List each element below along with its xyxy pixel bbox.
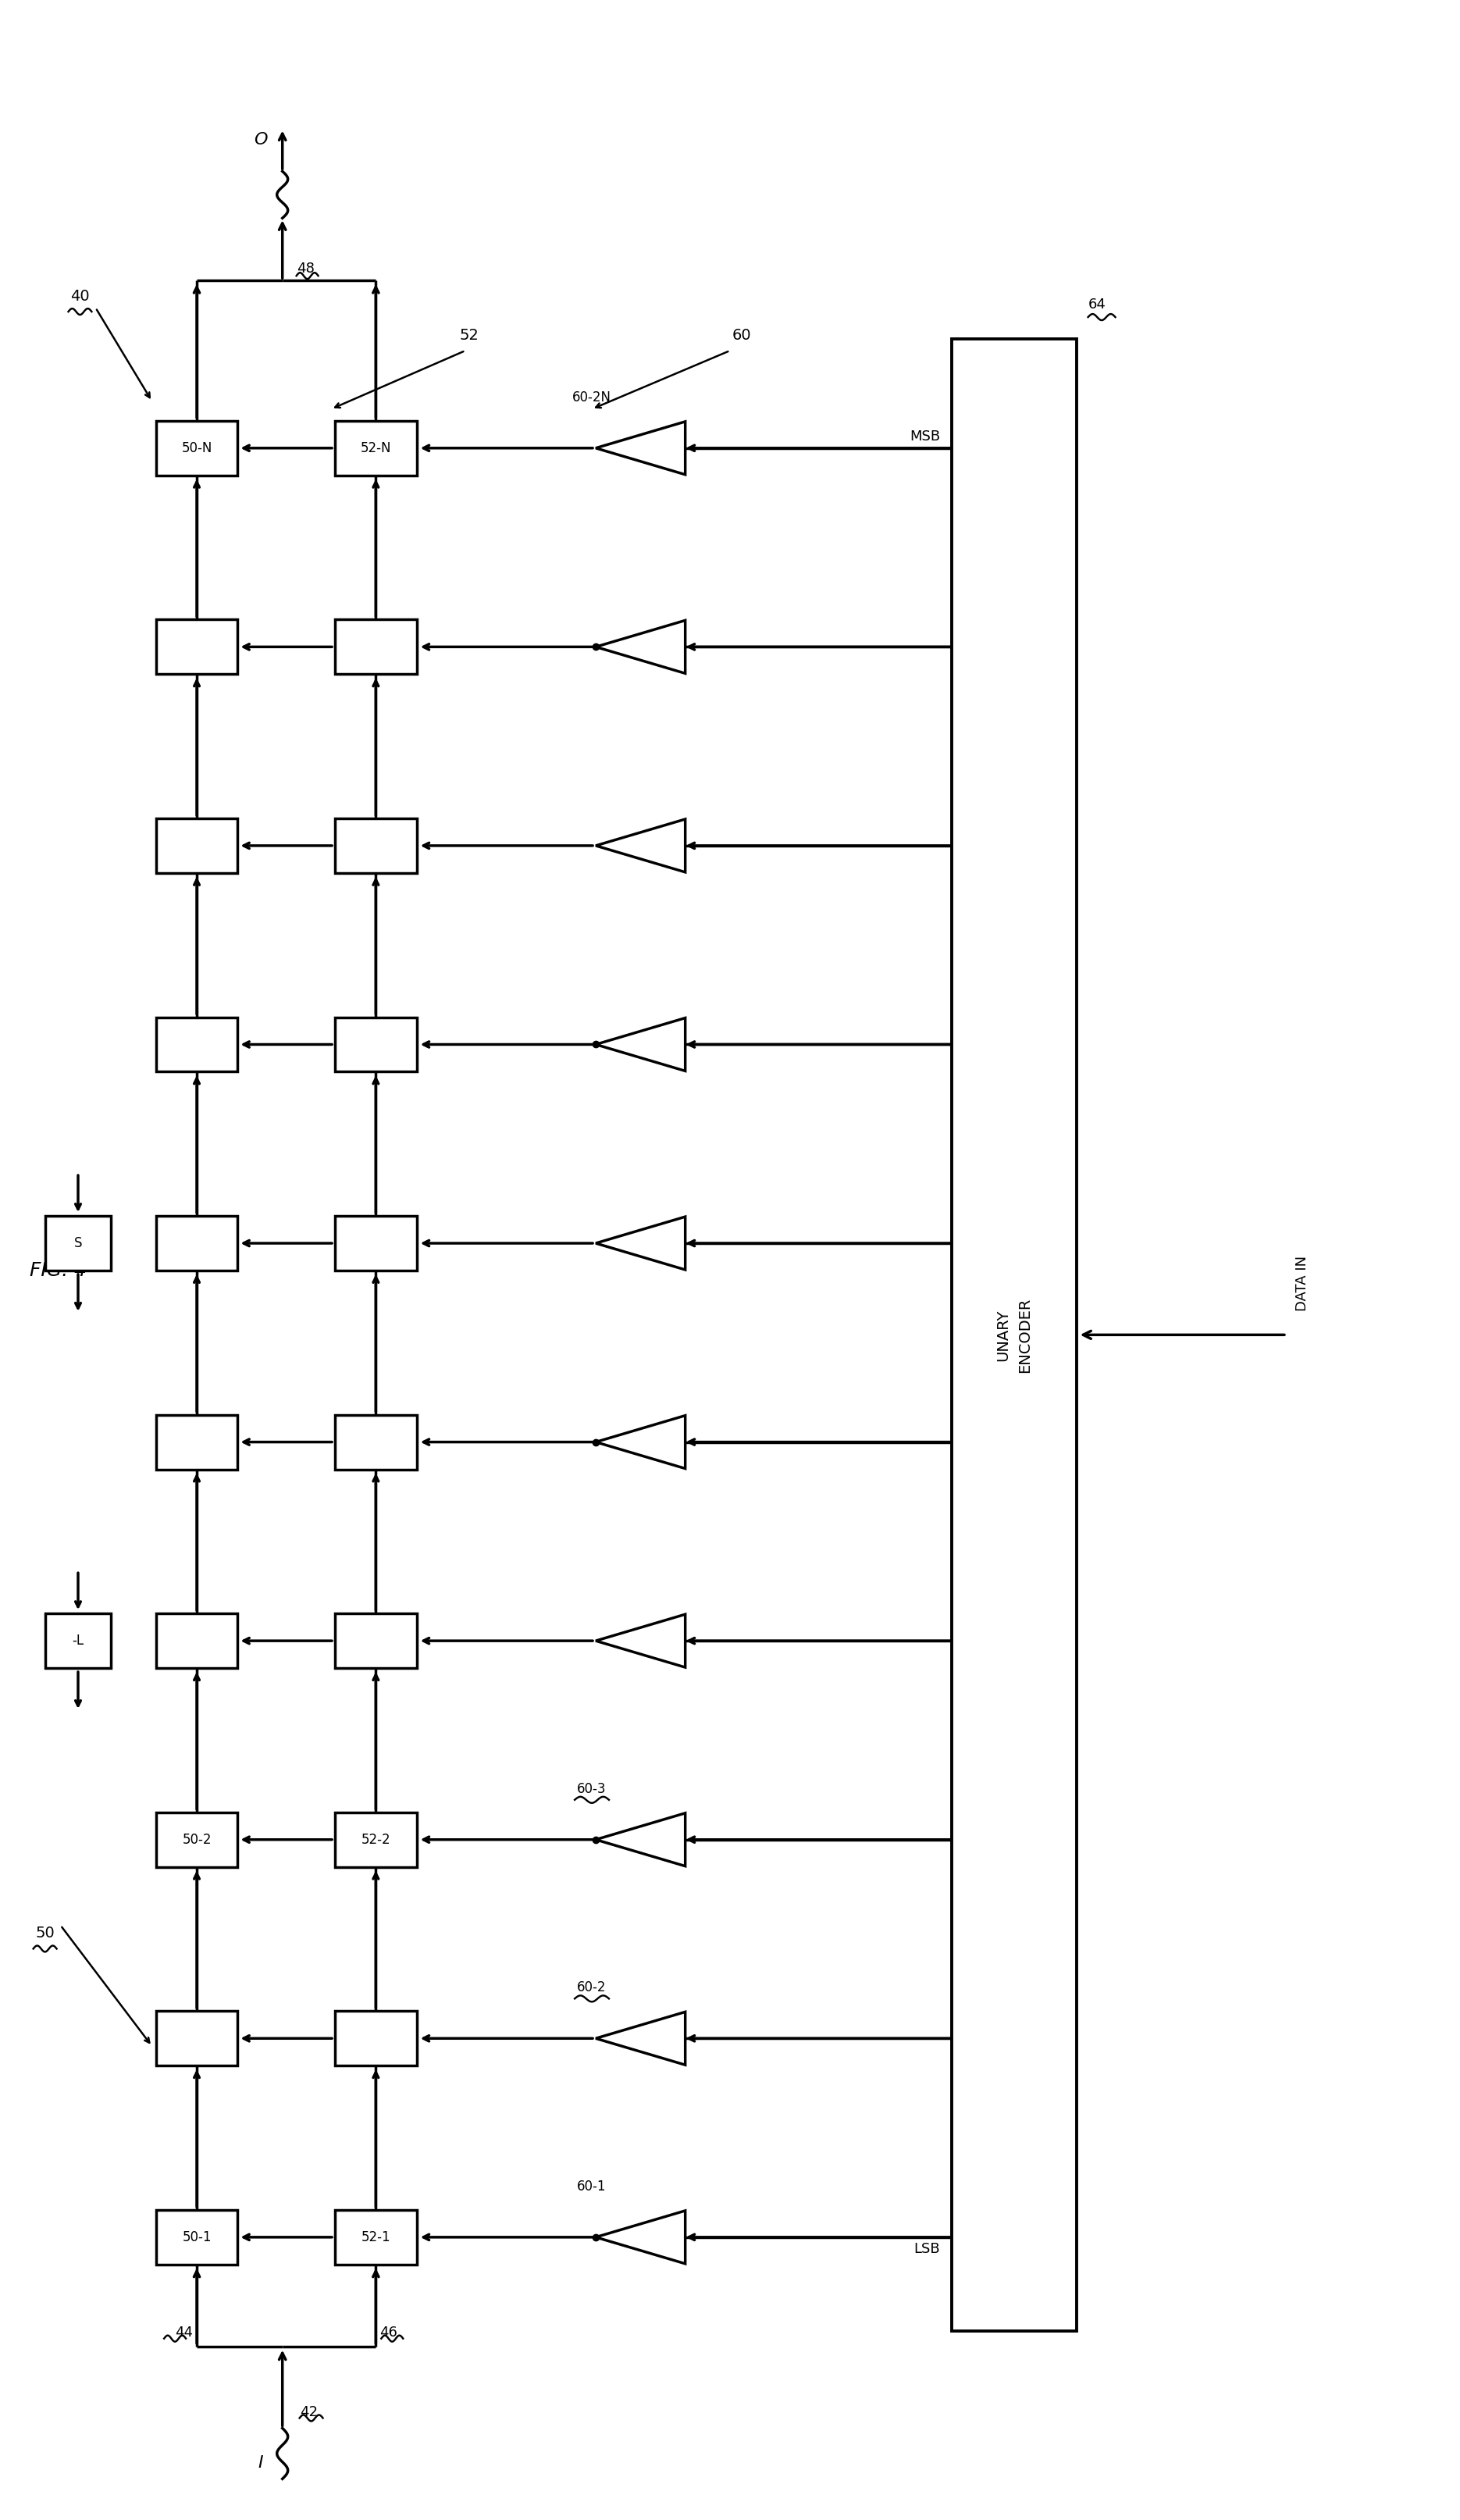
Polygon shape [596, 1217, 685, 1270]
Polygon shape [596, 1812, 685, 1867]
Text: MSB: MSB [910, 428, 940, 444]
FancyBboxPatch shape [334, 1812, 416, 1867]
FancyBboxPatch shape [334, 1613, 416, 1668]
FancyBboxPatch shape [334, 819, 416, 872]
Text: 46: 46 [380, 2326, 397, 2339]
Text: 60: 60 [731, 328, 752, 343]
Text: 50: 50 [35, 1925, 54, 1940]
Text: 52-2: 52-2 [361, 1832, 390, 1847]
Polygon shape [596, 1018, 685, 1071]
Text: 60-2N: 60-2N [572, 391, 612, 403]
FancyBboxPatch shape [156, 1217, 238, 1270]
Polygon shape [596, 620, 685, 673]
Text: 50-1: 50-1 [182, 2230, 212, 2245]
FancyBboxPatch shape [156, 1613, 238, 1668]
FancyBboxPatch shape [156, 2210, 238, 2265]
Text: 40: 40 [70, 290, 89, 302]
FancyBboxPatch shape [334, 2011, 416, 2066]
Polygon shape [596, 819, 685, 872]
Text: DATA IN: DATA IN [1295, 1255, 1310, 1310]
Polygon shape [596, 1416, 685, 1469]
Text: 52: 52 [460, 328, 479, 343]
Text: -L: -L [72, 1633, 85, 1648]
FancyBboxPatch shape [156, 421, 238, 476]
Text: I: I [258, 2454, 263, 2472]
FancyBboxPatch shape [334, 1217, 416, 1270]
Text: 60-3: 60-3 [577, 1782, 606, 1797]
Text: 60-2: 60-2 [577, 1981, 606, 1996]
FancyBboxPatch shape [334, 2210, 416, 2265]
Text: 42: 42 [299, 2407, 317, 2419]
FancyBboxPatch shape [156, 1812, 238, 1867]
Text: 50-2: 50-2 [182, 1832, 212, 1847]
FancyBboxPatch shape [45, 1613, 111, 1668]
FancyBboxPatch shape [156, 620, 238, 675]
Polygon shape [596, 2011, 685, 2064]
Text: 60-1: 60-1 [577, 2180, 606, 2192]
Text: S: S [74, 1237, 82, 1250]
FancyBboxPatch shape [156, 1414, 238, 1469]
Text: O: O [254, 134, 267, 149]
Text: 52-1: 52-1 [361, 2230, 390, 2245]
FancyBboxPatch shape [952, 340, 1076, 2331]
FancyBboxPatch shape [334, 620, 416, 675]
FancyBboxPatch shape [334, 1414, 416, 1469]
Text: 50-N: 50-N [181, 441, 212, 456]
Polygon shape [596, 1615, 685, 1668]
FancyBboxPatch shape [334, 1018, 416, 1071]
FancyBboxPatch shape [156, 819, 238, 872]
Text: LSB: LSB [914, 2243, 940, 2255]
Text: UNARY
ENCODER: UNARY ENCODER [996, 1298, 1032, 1373]
Text: 48: 48 [296, 262, 314, 275]
Polygon shape [596, 2210, 685, 2263]
Polygon shape [596, 421, 685, 474]
Text: 64: 64 [1088, 297, 1105, 312]
Text: 44: 44 [175, 2326, 193, 2339]
FancyBboxPatch shape [45, 1217, 111, 1270]
Text: 52-N: 52-N [361, 441, 391, 456]
FancyBboxPatch shape [156, 1018, 238, 1071]
FancyBboxPatch shape [334, 421, 416, 476]
Text: FIG. 4: FIG. 4 [29, 1260, 86, 1280]
FancyBboxPatch shape [156, 2011, 238, 2066]
